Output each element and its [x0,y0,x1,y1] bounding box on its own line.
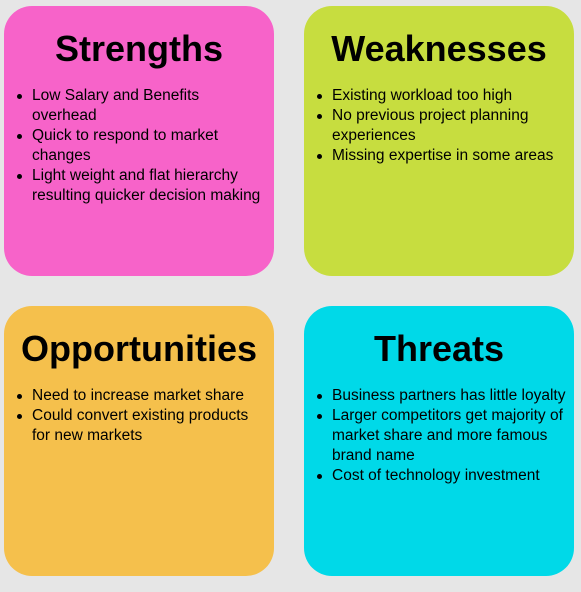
list-item: Light weight and flat hierarchy resultin… [16,166,262,206]
weaknesses-title: Weaknesses [331,28,547,69]
opportunities-card: Opportunities Need to increase market sh… [4,306,274,576]
list-item: Missing expertise in some areas [316,146,566,166]
opportunities-title: Opportunities [21,328,257,369]
list-item: Larger competitors get majority of marke… [316,406,568,466]
threats-title: Threats [373,328,505,369]
threats-list: Business partners has little loyalty Lar… [316,386,568,486]
list-item: Business partners has little loyalty [316,386,568,406]
weaknesses-card: Weaknesses Existing workload too high No… [304,6,574,276]
list-item: Need to increase market share [16,386,268,406]
list-item: Could convert existing products for new … [16,406,268,446]
list-item: No previous project planning experiences [316,106,566,146]
list-item: Cost of technology investment [316,466,568,486]
opportunities-list: Need to increase market share Could conv… [16,386,268,446]
list-item: Existing workload too high [316,86,566,106]
list-item: Low Salary and Benefits overhead [16,86,262,126]
threats-card: Threats Business partners has little loy… [304,306,574,576]
list-item: Quick to respond to market changes [16,126,262,166]
weaknesses-list: Existing workload too high No previous p… [316,86,566,166]
strengths-title: Strengths [54,28,223,69]
strengths-card: Strengths Low Salary and Benefits overhe… [4,6,274,276]
strengths-list: Low Salary and Benefits overhead Quick t… [16,86,262,206]
